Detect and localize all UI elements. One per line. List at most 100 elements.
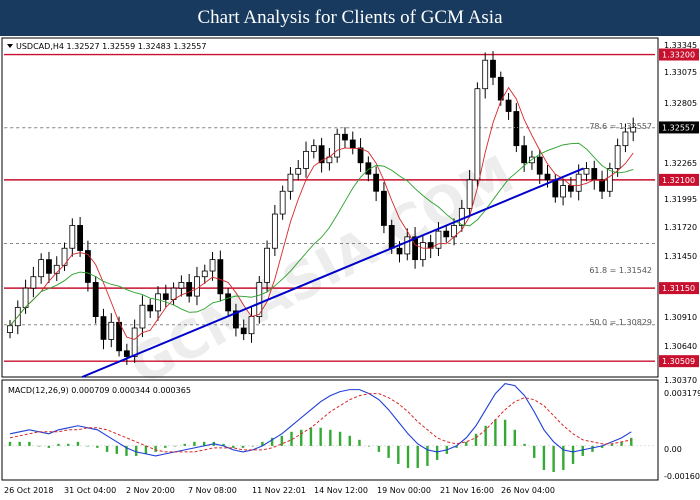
macd-histogram-bar bbox=[474, 433, 478, 446]
macd-histogram-bar bbox=[222, 443, 225, 446]
x-tick-label: 14 Nov 12:00 bbox=[314, 486, 368, 495]
macd-histogram-bar bbox=[154, 445, 157, 452]
bull-candle bbox=[630, 127, 637, 133]
x-tick-label: 21 Nov 16:00 bbox=[440, 486, 494, 495]
level-price-tag-bg bbox=[659, 355, 699, 368]
collapse-triangle-icon[interactable] bbox=[7, 44, 13, 48]
macd-histogram-bar bbox=[202, 441, 206, 446]
macd-histogram-bar bbox=[523, 443, 526, 446]
y-tick-label: 1.33075 bbox=[664, 68, 697, 77]
bull-candle bbox=[287, 173, 294, 192]
fib-label-78: 78.6 = 1.32557 bbox=[589, 122, 652, 131]
macd-histogram-bar bbox=[542, 445, 546, 470]
macd-histogram-bar bbox=[144, 445, 148, 454]
macd-histogram-bar bbox=[406, 445, 410, 468]
y-axis: 1.33345 1.33075 1.32805 1.32265 1.31995 … bbox=[664, 41, 697, 385]
macd-histogram-bar bbox=[115, 445, 118, 454]
macd-signal-line bbox=[9, 393, 632, 453]
bull-candle bbox=[61, 247, 68, 266]
macd-histogram-bar bbox=[581, 445, 584, 456]
macd-histogram-bar bbox=[280, 435, 284, 446]
level-price-tag-text: 1.32100 bbox=[662, 176, 695, 185]
macd-histogram-bar bbox=[397, 445, 400, 464]
bear-candle bbox=[490, 59, 496, 78]
bear-candle bbox=[77, 225, 84, 251]
bear-candle bbox=[381, 190, 387, 226]
bear-candle bbox=[513, 111, 520, 147]
x-tick-label: 26 Oct 2018 bbox=[4, 486, 53, 495]
bull-candle bbox=[139, 304, 146, 329]
macd-histogram-bar bbox=[533, 445, 536, 458]
bear-candle bbox=[233, 310, 239, 329]
x-tick-label: 26 Nov 04:00 bbox=[501, 486, 555, 495]
bull-candle bbox=[614, 145, 621, 169]
bear-candle bbox=[318, 145, 325, 164]
bear-candle bbox=[373, 173, 380, 192]
level-price-tag-text: 1.31150 bbox=[662, 284, 695, 293]
macd-histogram-bar bbox=[28, 441, 31, 446]
bull-candle bbox=[264, 247, 270, 283]
bull-candle bbox=[248, 316, 255, 335]
macd-histogram-bar bbox=[251, 445, 254, 447]
macd-histogram-bar bbox=[591, 445, 594, 452]
macd-histogram-bar bbox=[338, 431, 342, 446]
bear-candle bbox=[100, 316, 107, 340]
macd-histogram-bar bbox=[125, 445, 128, 456]
bear-candle bbox=[567, 185, 574, 192]
macd-histogram-bar bbox=[18, 441, 21, 446]
bull-candle bbox=[155, 293, 161, 312]
bull-candle bbox=[201, 270, 208, 278]
macd-histogram-bar bbox=[290, 431, 293, 446]
bear-candle bbox=[505, 99, 512, 112]
bull-candle bbox=[30, 276, 37, 289]
macd-histogram-bar bbox=[8, 441, 12, 446]
macd-histogram-bar bbox=[86, 445, 89, 447]
bull-candle bbox=[334, 133, 341, 158]
bull-candle bbox=[209, 259, 216, 272]
macd-histogram-bar bbox=[135, 445, 138, 456]
macd-histogram-bar bbox=[455, 445, 458, 448]
bear-candle bbox=[225, 293, 232, 312]
x-tick-label: 7 Nov 08:00 bbox=[188, 486, 237, 495]
bear-candle bbox=[349, 139, 356, 149]
bear-candle bbox=[240, 327, 247, 335]
macd-histogram-bar bbox=[630, 437, 633, 446]
y-tick-label: 1.33345 bbox=[664, 41, 697, 50]
y-tick-label: 1.30640 bbox=[664, 342, 697, 351]
bear-candle bbox=[497, 76, 504, 101]
macd-histogram-bar bbox=[377, 445, 381, 452]
macd-histogram-bar bbox=[562, 445, 565, 470]
level-price-tag-bg bbox=[659, 48, 699, 61]
bull-candle bbox=[271, 213, 278, 249]
bull-candle bbox=[7, 325, 13, 333]
macd-histogram-bar bbox=[513, 429, 516, 446]
macd-histogram-bar bbox=[610, 443, 614, 446]
x-tick-label: 11 Nov 22:01 bbox=[252, 486, 306, 495]
bull-candle bbox=[435, 230, 442, 249]
level-price-tag-bg bbox=[659, 173, 699, 186]
macd-histogram-bar bbox=[494, 419, 497, 446]
symbol-info: USDCAD,H4 1.32527 1.32559 1.32483 1.3255… bbox=[16, 42, 206, 51]
current-price-bg bbox=[659, 121, 699, 134]
bull-candle bbox=[194, 276, 200, 297]
bear-candle bbox=[396, 247, 403, 255]
level-price-tag: 1.33200 bbox=[659, 48, 699, 61]
macd-histogram-bar bbox=[193, 441, 196, 446]
bull-candle bbox=[606, 168, 613, 192]
bear-candle bbox=[92, 282, 99, 318]
macd-histogram-bar bbox=[484, 425, 487, 446]
bull-candle bbox=[295, 168, 302, 175]
bull-candle bbox=[622, 131, 629, 147]
macd-histogram-bar bbox=[319, 427, 322, 446]
y-tick-label: 1.30910 bbox=[664, 313, 697, 322]
macd-histogram-bar bbox=[173, 445, 177, 447]
bear-candle bbox=[552, 179, 559, 198]
macd-y-tick: 0.00 bbox=[664, 445, 682, 454]
trend-line bbox=[81, 167, 584, 378]
level-price-tag: 1.30509 bbox=[659, 355, 699, 368]
bull-candle bbox=[560, 185, 566, 198]
banner bbox=[0, 0, 700, 36]
macd-histogram-bar bbox=[503, 419, 507, 446]
bull-candle bbox=[131, 327, 138, 357]
price-chart: GCMASIA.COM 78.6 = 1.32557 61.8 = 1.3154… bbox=[1, 37, 700, 495]
